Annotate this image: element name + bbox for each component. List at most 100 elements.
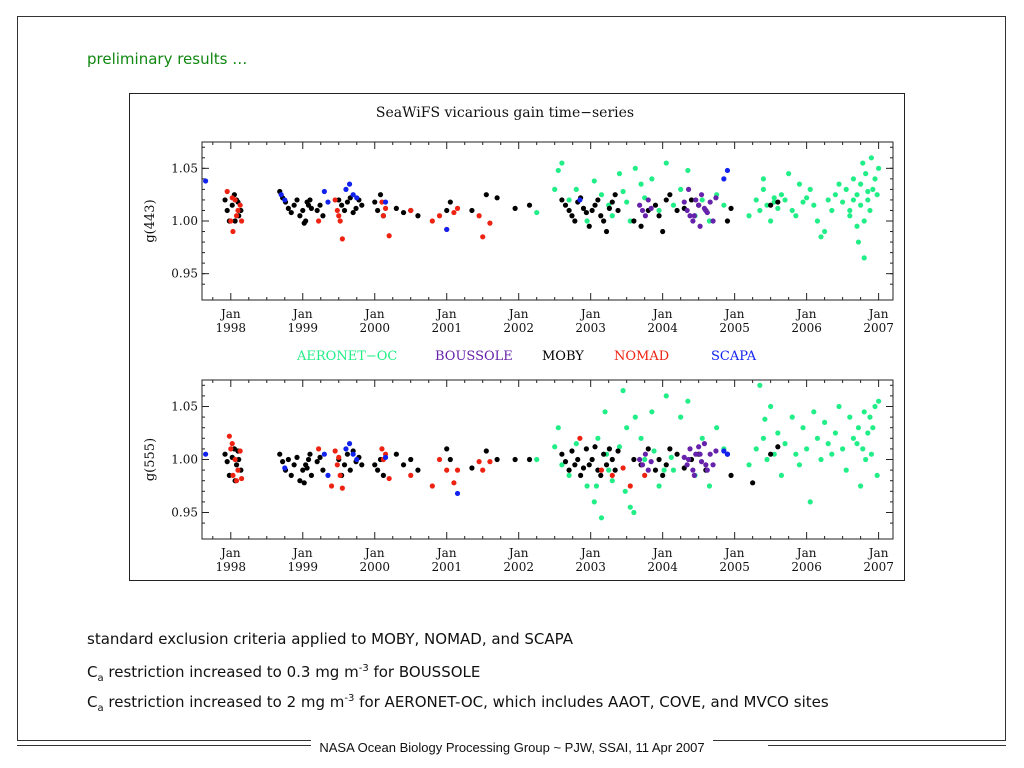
data-point	[850, 197, 857, 203]
note-line-2: Ca restriction increased to 0.3 mg m-3 f…	[87, 658, 829, 688]
data-point	[580, 205, 587, 211]
data-point	[569, 213, 575, 219]
data-point	[354, 456, 360, 463]
data-point	[451, 480, 457, 486]
x-tick-label-month: Jan	[795, 307, 817, 321]
data-point	[285, 456, 291, 463]
x-tick-label-year: 2004	[647, 560, 678, 574]
data-point	[843, 467, 849, 473]
data-point	[337, 472, 343, 478]
data-point	[710, 462, 716, 468]
data-point	[408, 472, 414, 478]
data-point	[696, 202, 702, 208]
data-point	[638, 435, 644, 441]
x-tick-label-year: 2005	[719, 321, 750, 335]
data-point	[832, 430, 839, 436]
data-point	[863, 456, 869, 463]
data-point	[237, 202, 243, 208]
chart-figure: SeaWiFS vicarious gain time−series 0.95 1…	[129, 93, 905, 581]
data-point	[586, 462, 592, 468]
data-point	[721, 176, 727, 182]
data-point	[314, 459, 320, 465]
legend-entry: BOUSSOLE	[435, 349, 513, 364]
x-tick-label-month: Jan	[723, 546, 745, 560]
note-text-part: C	[87, 693, 98, 711]
series-nomad	[226, 433, 648, 491]
data-point	[670, 467, 677, 473]
data-point	[615, 448, 621, 454]
data-point	[415, 213, 421, 219]
legend-entry: MOBY	[542, 349, 584, 364]
x-tick-label-year: 1999	[287, 321, 318, 335]
chart-legend: AERONET−OC BOUSSOLE MOBY NOMAD SCAPA	[296, 349, 757, 364]
data-point	[685, 167, 691, 174]
note-text-part: for BOUSSOLE	[368, 663, 481, 681]
data-point	[235, 467, 241, 473]
data-point	[353, 205, 359, 211]
data-point	[874, 192, 880, 198]
data-point	[681, 199, 687, 205]
data-point	[701, 441, 708, 447]
data-point	[359, 202, 365, 208]
data-point	[872, 176, 878, 182]
data-point	[337, 218, 343, 224]
data-point	[724, 218, 731, 224]
data-point	[601, 451, 607, 457]
data-point	[304, 465, 310, 471]
data-point	[876, 165, 882, 171]
data-point	[375, 467, 381, 473]
data-point	[317, 454, 323, 460]
slide-subtitle: preliminary results …	[87, 50, 248, 68]
data-point	[555, 167, 561, 174]
data-point	[793, 213, 799, 219]
data-point	[307, 197, 313, 203]
data-point	[350, 209, 356, 216]
data-point	[447, 199, 453, 205]
data-point	[685, 398, 691, 404]
data-point	[294, 454, 300, 460]
data-point	[771, 199, 777, 205]
data-point	[698, 459, 705, 465]
data-point	[804, 446, 810, 452]
data-point	[238, 218, 245, 224]
data-point	[782, 441, 788, 447]
x-tick-label-year: 2001	[431, 321, 462, 335]
data-point	[577, 197, 583, 203]
x-tick-label-year: 2006	[791, 321, 822, 335]
data-point	[386, 233, 392, 239]
data-point	[308, 205, 315, 211]
data-point	[288, 472, 294, 478]
data-point	[288, 209, 294, 216]
data-point	[616, 171, 623, 177]
data-point	[652, 467, 659, 473]
data-point	[609, 456, 615, 463]
data-point	[589, 207, 595, 214]
data-point	[642, 451, 648, 457]
data-point	[861, 255, 867, 261]
data-point	[228, 218, 234, 224]
data-point	[632, 414, 638, 420]
data-point	[444, 446, 450, 452]
data-point	[693, 197, 699, 203]
data-point	[728, 205, 734, 211]
data-point	[346, 441, 353, 447]
data-point	[494, 456, 500, 463]
data-point	[606, 446, 613, 452]
data-point	[566, 472, 572, 478]
data-point	[829, 451, 835, 457]
data-point	[375, 207, 381, 214]
panel-1: 0.951.001.05g(443)Jan1998Jan1999Jan2000J…	[143, 141, 894, 335]
data-point	[825, 197, 831, 203]
x-tick-label-year: 2004	[647, 321, 678, 335]
data-point	[589, 456, 595, 463]
data-point	[706, 483, 713, 489]
y-tick-label: 1.05	[171, 161, 198, 175]
data-point	[829, 207, 835, 214]
data-point	[753, 197, 759, 203]
data-point	[697, 223, 703, 229]
data-point	[775, 205, 781, 211]
data-point	[687, 213, 693, 219]
data-point	[860, 446, 866, 452]
data-point	[639, 462, 646, 468]
data-point	[768, 451, 774, 457]
